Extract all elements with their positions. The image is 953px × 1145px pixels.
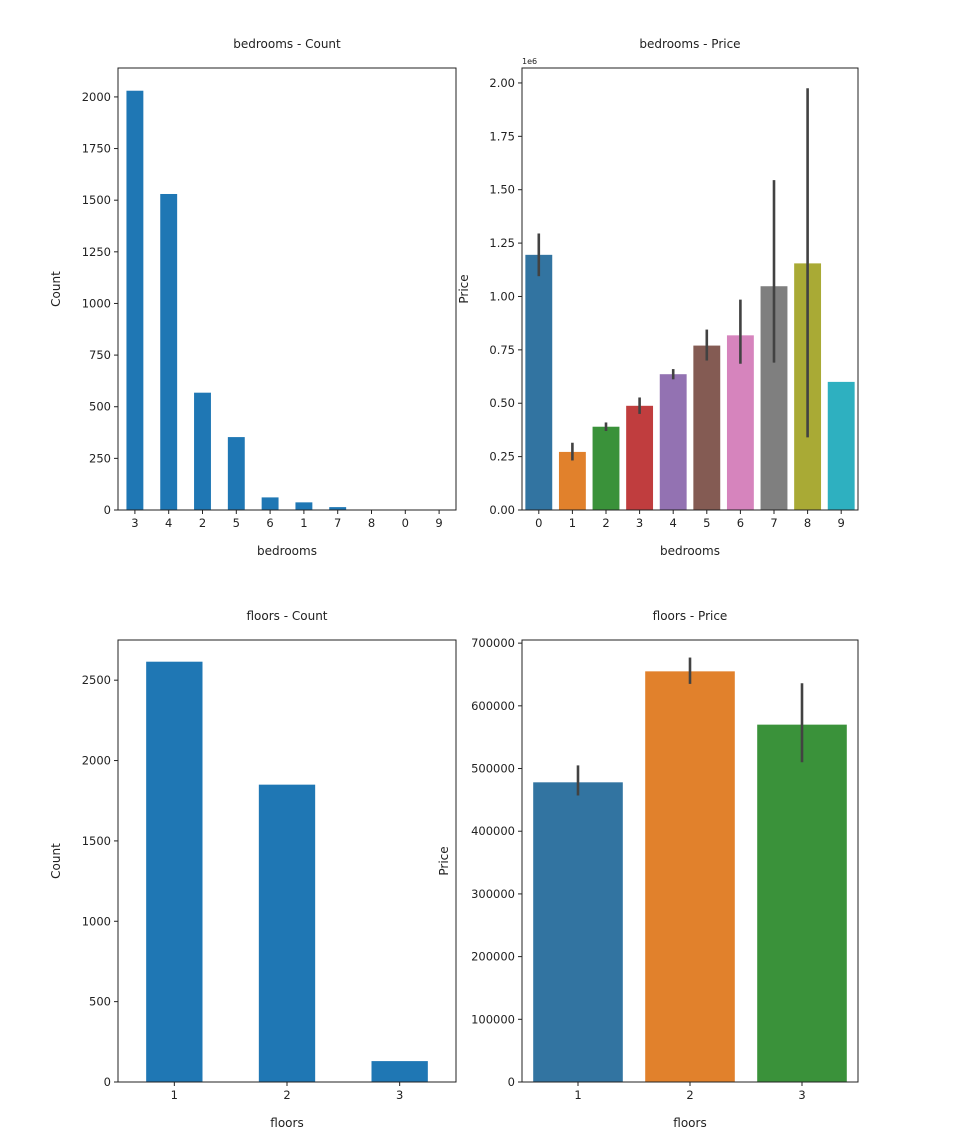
y-tick-label: 0 (508, 1075, 515, 1089)
chart-title: floors - Count (246, 609, 327, 623)
x-tick-label: 1 (574, 1088, 581, 1102)
bar (827, 381, 855, 510)
bar (371, 1061, 428, 1082)
bar (533, 782, 623, 1082)
y-tick-label: 2000 (82, 754, 111, 768)
x-axis-label: floors (673, 1116, 706, 1130)
x-tick-label: 8 (804, 516, 811, 530)
bar (645, 671, 735, 1082)
y-axis-label: Count (49, 843, 63, 879)
y-tick-label: 1.50 (489, 183, 515, 197)
y-tick-label: 1500 (82, 193, 111, 207)
x-tick-label: 3 (798, 1088, 805, 1102)
y-tick-label: 400000 (471, 824, 515, 838)
x-tick-label: 2 (199, 516, 206, 530)
y-tick-label: 1000 (82, 914, 111, 928)
bar (261, 497, 279, 510)
y-tick-label: 0.75 (489, 343, 515, 357)
y-tick-label: 0 (104, 1075, 111, 1089)
y-tick-label: 750 (89, 348, 111, 362)
x-tick-label: 1 (171, 1088, 178, 1102)
bar (558, 451, 586, 510)
y-tick-label: 1.75 (489, 129, 515, 143)
x-tick-label: 5 (233, 516, 240, 530)
plot-frame (521, 67, 859, 511)
x-tick-label: 9 (435, 516, 442, 530)
y-tick-label: 250 (89, 451, 111, 465)
x-tick-label: 2 (283, 1088, 290, 1102)
bar (592, 426, 620, 510)
bar (525, 254, 553, 510)
y-tick-label: 600000 (471, 699, 515, 713)
x-tick-label: 6 (266, 516, 273, 530)
x-tick-label: 3 (396, 1088, 403, 1102)
y-tick-label: 500 (89, 400, 111, 414)
x-axis-label: floors (270, 1116, 303, 1130)
chart-panel-3: floors - Count 1 2 3 0 500 1000 1500 2000 2500 flo… (49, 609, 457, 1130)
x-tick-label: 0 (535, 516, 542, 530)
bar (160, 193, 178, 510)
x-tick-label: 1 (569, 516, 576, 530)
y-tick-label: 0.50 (489, 396, 515, 410)
x-tick-label: 7 (770, 516, 777, 530)
y-tick-label: 200000 (471, 950, 515, 964)
y-tick-label: 2.00 (489, 76, 515, 90)
bar (146, 661, 203, 1082)
chart-panel-2: bedrooms - Price 0 1 2 3 4 5 6 7 8 9 0.00 0.25 0.50 0.… (457, 37, 859, 558)
bar (626, 405, 654, 510)
bar (659, 374, 687, 510)
x-axis-label: bedrooms (257, 544, 317, 558)
x-tick-label: 9 (838, 516, 845, 530)
x-tick-label: 5 (703, 516, 710, 530)
bar (258, 784, 316, 1082)
y-tick-label: 500 (89, 995, 111, 1009)
y-tick-label: 100000 (471, 1012, 515, 1026)
bar (126, 90, 144, 510)
y-tick-label: 1.25 (489, 236, 515, 250)
x-tick-label: 6 (737, 516, 744, 530)
bar (757, 724, 847, 1082)
chart-title: bedrooms - Count (233, 37, 341, 51)
bar (726, 335, 754, 510)
y-tick-label: 2000 (82, 90, 111, 104)
chart-title: floors - Price (653, 609, 728, 623)
y-tick-label: 700000 (471, 636, 515, 650)
bar (295, 502, 313, 510)
y-tick-label: 2500 (82, 673, 111, 687)
chart-title: bedrooms - Price (639, 37, 740, 51)
bar (329, 507, 347, 510)
y-tick-label: 1500 (82, 834, 111, 848)
x-axis-label: bedrooms (660, 544, 720, 558)
y-tick-label: 500000 (471, 762, 515, 776)
y-axis-label: Price (437, 846, 451, 875)
x-tick-label: 0 (402, 516, 409, 530)
x-tick-label: 3 (131, 516, 138, 530)
bar (194, 392, 211, 510)
x-tick-label: 3 (636, 516, 643, 530)
bar (227, 437, 245, 510)
y-axis-label: Count (49, 271, 63, 307)
x-tick-label: 7 (334, 516, 341, 530)
x-tick-label: 4 (670, 516, 677, 530)
x-tick-label: 2 (602, 516, 609, 530)
chart-panel-4: floors - Price 1 2 3 0 100000 200000 300000 4000… (437, 609, 859, 1130)
y-tick-label: 300000 (471, 887, 515, 901)
plot-frame (117, 67, 457, 511)
y-tick-label: 1000 (82, 296, 111, 310)
axis-offset-text: 1e6 (522, 57, 537, 66)
x-tick-label: 8 (368, 516, 375, 530)
x-tick-label: 1 (300, 516, 307, 530)
y-tick-label: 0.25 (489, 450, 515, 464)
y-tick-label: 0 (104, 503, 111, 517)
x-tick-label: 4 (165, 516, 172, 530)
y-tick-label: 0.00 (489, 503, 515, 517)
chart-panel-1: bedrooms - Count 3 4 2 5 6 1 7 8 0 9 0 250 500 750 1000… (49, 37, 457, 558)
bar (693, 345, 721, 510)
y-axis-label: Price (457, 274, 471, 303)
x-tick-label: 2 (686, 1088, 693, 1102)
y-tick-label: 1250 (82, 245, 111, 259)
y-tick-label: 1750 (82, 142, 111, 156)
y-tick-label: 1.00 (489, 289, 515, 303)
